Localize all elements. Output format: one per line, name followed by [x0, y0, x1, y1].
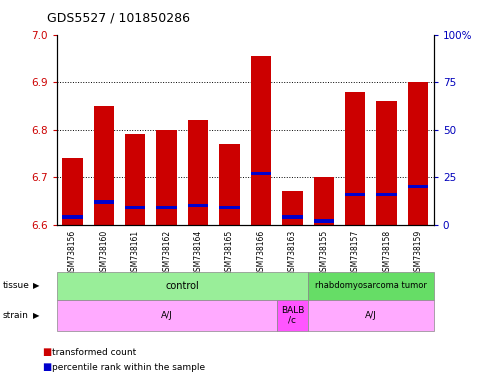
Text: tissue: tissue — [2, 281, 30, 290]
Bar — [219, 144, 240, 225]
Text: BALB
/c: BALB /c — [281, 306, 304, 325]
Text: A/J: A/J — [365, 311, 377, 320]
Bar — [62, 215, 83, 219]
Bar — [219, 206, 240, 209]
Bar — [314, 177, 334, 225]
Bar — [125, 134, 145, 225]
Bar — [94, 106, 114, 225]
Bar — [125, 206, 145, 209]
Bar — [156, 206, 177, 209]
Text: control: control — [166, 281, 199, 291]
Text: GDS5527 / 101850286: GDS5527 / 101850286 — [47, 12, 190, 25]
Bar — [94, 200, 114, 204]
Bar — [156, 129, 177, 225]
Bar — [251, 56, 271, 225]
Bar — [377, 101, 397, 225]
Bar — [345, 192, 365, 196]
Bar — [62, 158, 83, 225]
Text: A/J: A/J — [161, 311, 173, 320]
Bar — [408, 82, 428, 225]
Bar — [377, 192, 397, 196]
Text: rhabdomyosarcoma tumor: rhabdomyosarcoma tumor — [315, 281, 427, 290]
Bar — [188, 120, 209, 225]
Bar — [282, 191, 303, 225]
Bar — [251, 172, 271, 175]
Text: percentile rank within the sample: percentile rank within the sample — [52, 363, 205, 372]
Bar — [345, 91, 365, 225]
Text: ■: ■ — [42, 347, 51, 357]
Text: strain: strain — [2, 311, 28, 320]
Bar — [408, 185, 428, 188]
Bar — [188, 204, 209, 207]
Text: ■: ■ — [42, 362, 51, 372]
Bar — [314, 219, 334, 223]
Bar — [282, 215, 303, 219]
Text: transformed count: transformed count — [52, 348, 136, 357]
Text: ▶: ▶ — [33, 311, 39, 320]
Text: ▶: ▶ — [33, 281, 39, 290]
